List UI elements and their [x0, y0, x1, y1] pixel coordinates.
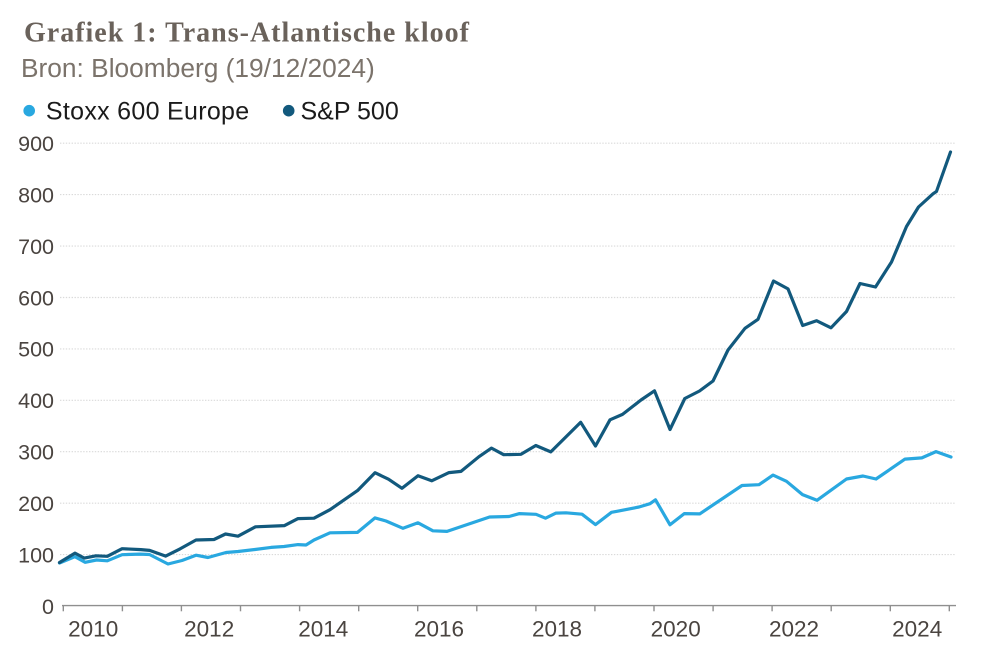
svg-text:Grafiek 1: Trans-Atlantische k: Grafiek 1: Trans-Atlantische kloof — [24, 18, 470, 49]
svg-text:2022: 2022 — [769, 617, 819, 642]
svg-text:700: 700 — [18, 235, 54, 259]
svg-text:0: 0 — [42, 595, 54, 619]
svg-text:2012: 2012 — [184, 617, 234, 642]
svg-text:2010: 2010 — [68, 617, 118, 642]
svg-text:400: 400 — [18, 389, 54, 413]
svg-text:2018: 2018 — [532, 617, 582, 642]
svg-text:100: 100 — [18, 543, 54, 567]
svg-text:900: 900 — [18, 132, 54, 156]
svg-text:2014: 2014 — [298, 617, 348, 642]
svg-text:2024: 2024 — [892, 617, 942, 642]
svg-text:500: 500 — [18, 338, 54, 362]
svg-text:2020: 2020 — [651, 617, 701, 642]
svg-text:600: 600 — [18, 286, 54, 310]
svg-text:2016: 2016 — [414, 617, 464, 642]
svg-text:S&P 500: S&P 500 — [301, 98, 399, 126]
svg-text:300: 300 — [18, 441, 54, 465]
svg-text:800: 800 — [18, 183, 54, 207]
svg-text:Stoxx 600 Europe: Stoxx 600 Europe — [46, 98, 250, 126]
svg-text:Bron: Bloomberg (19/12/2024): Bron: Bloomberg (19/12/2024) — [21, 53, 375, 83]
svg-text:200: 200 — [18, 492, 54, 516]
